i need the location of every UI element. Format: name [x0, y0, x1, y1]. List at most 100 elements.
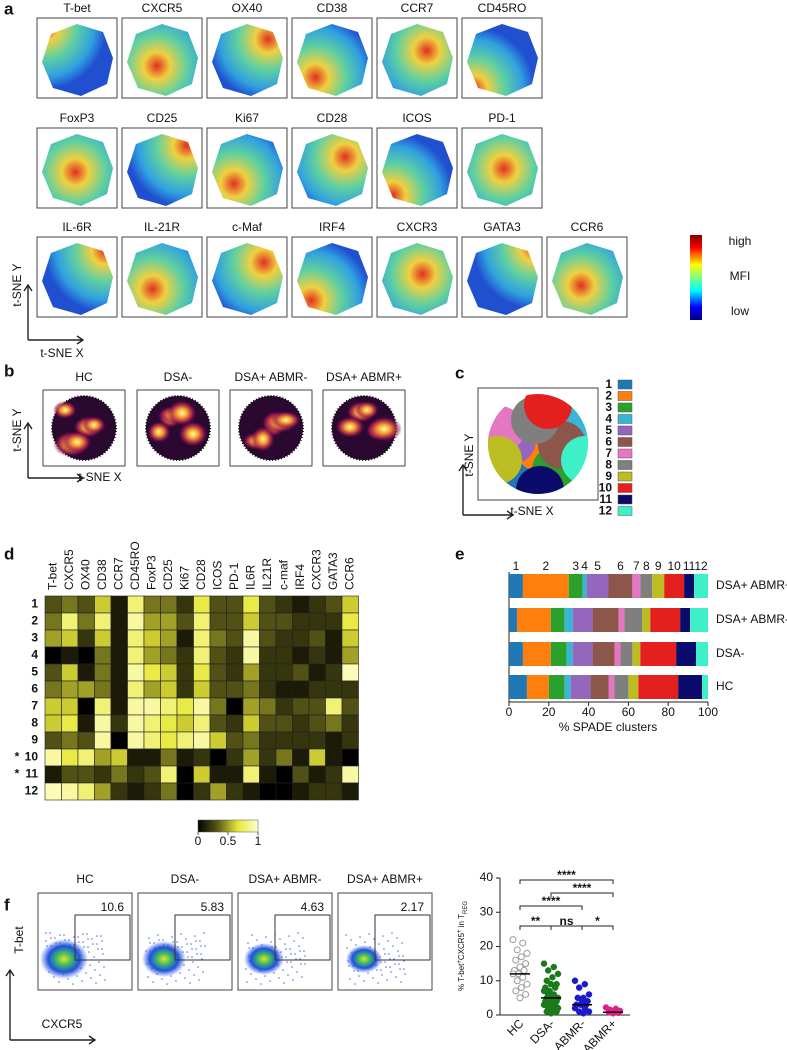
bar-segment [696, 642, 708, 666]
flow-event [96, 943, 98, 945]
bar-segment [614, 675, 629, 699]
heatmap-cell [341, 697, 359, 716]
heatmap-cell [143, 612, 161, 631]
heatmap-cell [275, 680, 293, 699]
flow-event [294, 953, 296, 955]
legend-label: 3 [572, 559, 579, 573]
heatmap-cell [209, 782, 227, 801]
flow-event [103, 966, 105, 968]
flow-event [387, 940, 389, 942]
row-label: 10 [25, 750, 39, 764]
flow-event [72, 983, 74, 985]
heatmap-cell [226, 782, 244, 801]
flow-event [82, 933, 84, 935]
bar-segment [572, 642, 593, 666]
heatmap-cell [226, 595, 244, 614]
data-point [574, 994, 582, 1002]
marker-name: OX40 [232, 1, 263, 15]
flow-event [399, 968, 401, 970]
heatmap-cell [275, 663, 293, 682]
heatmap-cell [61, 612, 79, 631]
flow-event [195, 940, 197, 942]
flow-event [386, 979, 388, 981]
legend-swatch [617, 379, 633, 390]
flow-event [86, 933, 88, 935]
axis-title: CXCR5 [42, 1017, 83, 1031]
flow-event [200, 953, 202, 955]
bar-segment [566, 642, 573, 666]
row-label: 2 [31, 614, 38, 628]
bar-segment [614, 642, 621, 666]
heatmap-cell [127, 595, 145, 614]
flow-event [403, 960, 405, 962]
bar-segment [640, 642, 677, 666]
heatmap-cell [325, 731, 343, 750]
heatmap-cell [44, 629, 62, 648]
marker-name: c-Maf [232, 220, 263, 234]
flow-density [142, 941, 186, 977]
data-point [513, 946, 521, 954]
data-point [575, 984, 583, 991]
flow-event [403, 968, 405, 970]
data-point [609, 1010, 617, 1017]
heatmap-cell [94, 697, 112, 716]
heatmap-cell [193, 680, 211, 699]
flow-event [384, 961, 386, 963]
bar-segment [650, 608, 681, 632]
group-name: DSA+ ABMR- [248, 872, 321, 886]
data-point [519, 939, 527, 947]
bar-segment [564, 675, 571, 699]
density-hotspot [366, 416, 402, 442]
flow-event [358, 975, 360, 977]
heatmap-cell [275, 697, 293, 716]
tsne-map [127, 243, 198, 315]
axis-title: T-bet [12, 926, 26, 954]
heatmap-cell [242, 697, 260, 716]
tsne-map [297, 243, 368, 315]
bar-segment [652, 574, 665, 598]
column-label: CD45RO [128, 541, 142, 590]
flow-event [247, 942, 249, 944]
flow-event [184, 977, 186, 979]
heatmap-cell [127, 714, 145, 733]
density-hotspot [53, 401, 77, 419]
flow-event [278, 977, 280, 979]
flow-event [95, 982, 97, 984]
tsne-map [297, 24, 368, 96]
heatmap-cell [292, 748, 310, 767]
heatmap-cell [259, 782, 277, 801]
axis-arrow [23, 283, 33, 340]
gate-value: 5.83 [201, 900, 225, 914]
flow-event [384, 953, 386, 955]
row-label: 3 [31, 631, 38, 645]
legend-label: 4 [605, 412, 612, 426]
heatmap-cell [61, 714, 79, 733]
heatmap-cell [61, 765, 79, 784]
flow-event [83, 946, 85, 948]
flow-event [286, 961, 288, 963]
flow-event [269, 980, 271, 982]
flow-event [302, 937, 304, 939]
density-hotspot [82, 416, 106, 434]
heatmap-cell [325, 697, 343, 716]
column-label: CCR7 [111, 557, 125, 590]
y-axis-title-part: in T [457, 914, 466, 930]
cluster-region [488, 436, 522, 484]
flow-event [245, 968, 247, 970]
heatmap-cell [160, 782, 178, 801]
flow-event [98, 961, 100, 963]
heatmap-cell [110, 680, 128, 699]
flow-event [378, 943, 380, 945]
heatmap-cell [176, 612, 194, 631]
bar-segment [516, 608, 551, 632]
row-label: 1 [31, 597, 38, 611]
heatmap-cell [44, 646, 62, 665]
data-point [543, 977, 551, 984]
heatmap-cell [143, 595, 161, 614]
axis-title: t-SNE X [40, 346, 83, 360]
heatmap-cell [143, 782, 161, 801]
panel-label: a [4, 0, 14, 18]
flow-event [345, 934, 347, 936]
density-hotspot [167, 400, 197, 426]
flow-event [45, 940, 47, 942]
